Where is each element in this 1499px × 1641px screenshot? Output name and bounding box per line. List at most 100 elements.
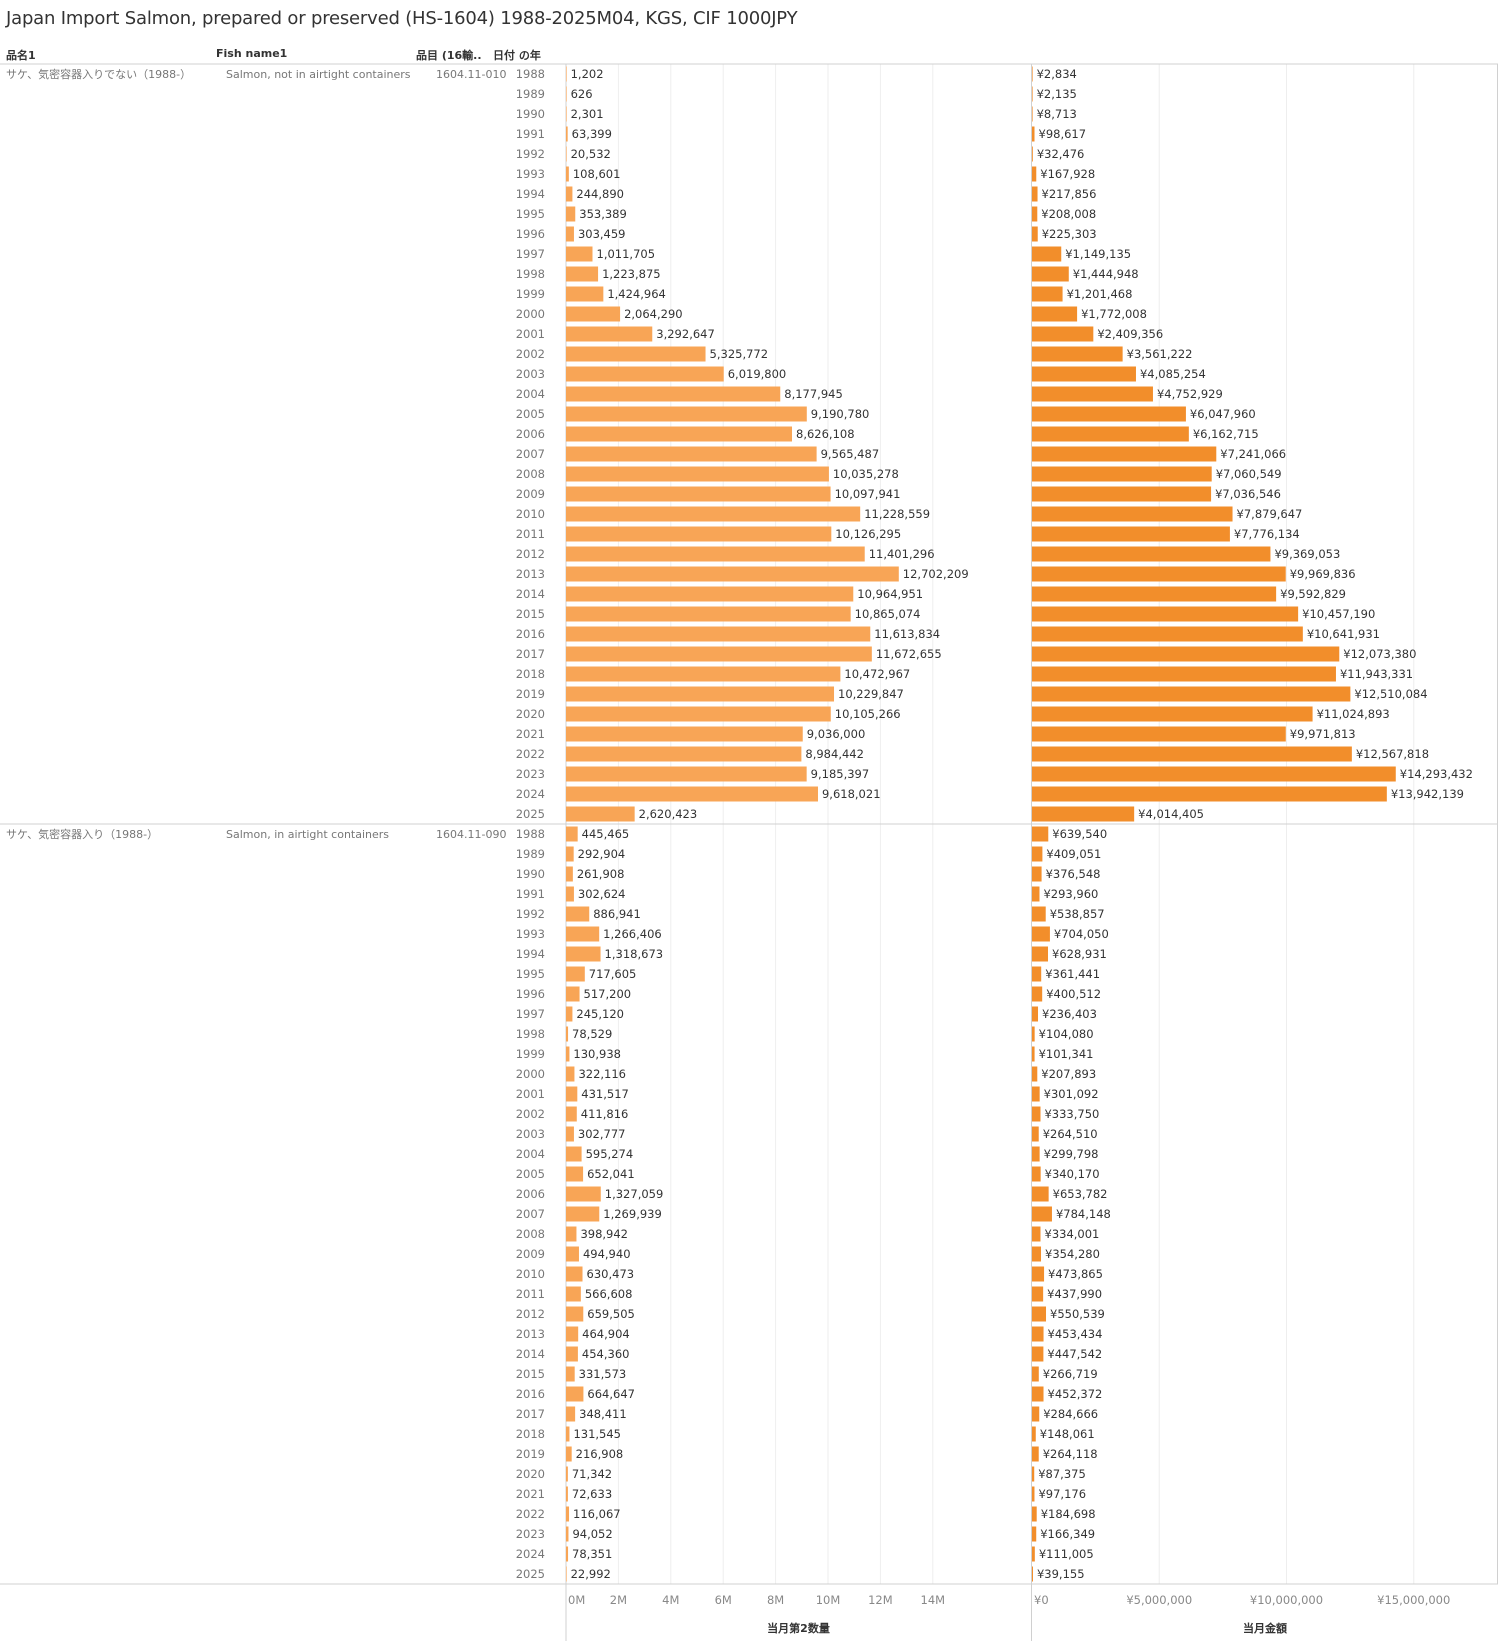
- quantity-label: 108,601: [573, 167, 621, 181]
- quantity-bar: [566, 1106, 577, 1122]
- quantity-label: 9,036,000: [807, 727, 866, 741]
- amount-bar: [1032, 906, 1046, 922]
- quantity-label: 411,816: [581, 1107, 629, 1121]
- amount-label: ¥7,241,066: [1220, 447, 1286, 461]
- year-label: 2006: [516, 427, 545, 441]
- amount-label: ¥7,036,546: [1215, 487, 1281, 501]
- header-year: 日付 の年: [493, 49, 541, 62]
- quantity-label: 1,223,875: [602, 267, 661, 281]
- year-label: 2021: [516, 727, 545, 741]
- fish-name-en: Salmon, not in airtight containers: [226, 68, 411, 81]
- amount-bar: [1032, 886, 1040, 902]
- year-label: 2002: [516, 347, 545, 361]
- amount-label: ¥148,061: [1040, 1427, 1095, 1441]
- quantity-bar: [566, 546, 865, 562]
- quantity-label: 9,565,487: [821, 447, 880, 461]
- amount-bar: [1032, 706, 1313, 722]
- amount-label: ¥217,856: [1042, 187, 1097, 201]
- amount-bar: [1032, 1046, 1035, 1062]
- amount-bar: [1032, 1326, 1044, 1342]
- quantity-bar: [566, 326, 653, 342]
- quantity-bar: [566, 126, 568, 142]
- amount-label: ¥7,879,647: [1237, 507, 1303, 521]
- quantity-bar: [566, 886, 574, 902]
- year-label: 2020: [516, 1467, 545, 1481]
- year-label: 1999: [516, 287, 545, 301]
- amount-label: ¥167,928: [1040, 167, 1095, 181]
- amount-label: ¥9,971,813: [1290, 727, 1356, 741]
- amount-label: ¥12,510,084: [1354, 687, 1427, 701]
- amount-label: ¥236,403: [1042, 1007, 1097, 1021]
- amount-label: ¥473,865: [1048, 1267, 1103, 1281]
- quantity-bar: [566, 1526, 569, 1542]
- quantity-label: 11,613,834: [874, 627, 940, 641]
- product-name-jp: サケ、気密容器入り（1988-）: [6, 827, 158, 841]
- quantity-bar: [566, 866, 573, 882]
- amount-label: ¥437,990: [1047, 1287, 1102, 1301]
- amount-bar: [1032, 1466, 1035, 1482]
- amount-label: ¥7,776,134: [1234, 527, 1300, 541]
- quantity-bar: [566, 786, 818, 802]
- amount-bar: [1032, 506, 1233, 522]
- quantity-bar: [566, 366, 724, 382]
- quantity-label: 2,620,423: [639, 807, 698, 821]
- quantity-label: 464,904: [582, 1327, 630, 1341]
- year-label: 2013: [516, 567, 545, 581]
- quantity-bar: [566, 306, 621, 322]
- amount-bar: [1032, 106, 1033, 122]
- quantity-bar: [566, 1146, 582, 1162]
- quantity-bar: [566, 206, 576, 222]
- quantity-label: 71,342: [572, 1467, 612, 1481]
- amount-bar: [1032, 846, 1043, 862]
- header-fish-name: Fish name1: [216, 47, 288, 60]
- quantity-label: 302,624: [578, 887, 626, 901]
- axis-tick-label: 4M: [662, 1593, 679, 1607]
- quantity-label: 244,890: [576, 187, 624, 201]
- year-label: 1988: [516, 67, 545, 81]
- amount-bar: [1032, 726, 1286, 742]
- quantity-bar: [566, 1566, 567, 1582]
- amount-bar: [1032, 686, 1351, 702]
- year-label: 1996: [516, 227, 545, 241]
- quantity-label: 3,292,647: [656, 327, 715, 341]
- quantity-label: 9,185,397: [811, 767, 870, 781]
- amount-bar: [1032, 146, 1033, 162]
- quantity-label: 626: [571, 87, 593, 101]
- amount-label: ¥354,280: [1045, 1247, 1100, 1261]
- amount-label: ¥4,752,929: [1157, 387, 1223, 401]
- year-label: 2009: [516, 487, 545, 501]
- amount-bar: [1032, 1026, 1035, 1042]
- quantity-bar: [566, 1186, 601, 1202]
- amount-label: ¥11,943,331: [1340, 667, 1413, 681]
- amount-label: ¥453,434: [1048, 1327, 1103, 1341]
- quantity-bar: [566, 1286, 581, 1302]
- quantity-bar: [566, 1306, 584, 1322]
- quantity-bar: [566, 666, 841, 682]
- year-label: 2010: [516, 507, 545, 521]
- year-label: 2014: [516, 587, 545, 601]
- year-label: 2012: [516, 1307, 545, 1321]
- quantity-label: 22,992: [571, 1567, 611, 1581]
- amount-label: ¥3,561,222: [1127, 347, 1193, 361]
- amount-bar: [1032, 1266, 1045, 1282]
- year-label: 2006: [516, 1187, 545, 1201]
- amount-bar: [1032, 246, 1062, 262]
- quantity-bar: [566, 906, 590, 922]
- quantity-label: 261,908: [577, 867, 625, 881]
- year-label: 1988: [516, 827, 545, 841]
- amount-bar: [1032, 1086, 1040, 1102]
- year-label: 1989: [516, 87, 545, 101]
- year-label: 2013: [516, 1327, 545, 1341]
- quantity-bar: [566, 646, 872, 662]
- quantity-label: 292,904: [578, 847, 626, 861]
- quantity-label: 1,318,673: [605, 947, 664, 961]
- quantity-bar: [566, 1466, 568, 1482]
- year-label: 2001: [516, 1087, 545, 1101]
- quantity-label: 566,608: [585, 1287, 633, 1301]
- amount-bar: [1032, 1226, 1041, 1242]
- quantity-label: 6,019,800: [728, 367, 787, 381]
- quantity-label: 12,702,209: [903, 567, 969, 581]
- year-label: 2023: [516, 1527, 545, 1541]
- year-label: 1991: [516, 887, 545, 901]
- quantity-bar: [566, 226, 574, 242]
